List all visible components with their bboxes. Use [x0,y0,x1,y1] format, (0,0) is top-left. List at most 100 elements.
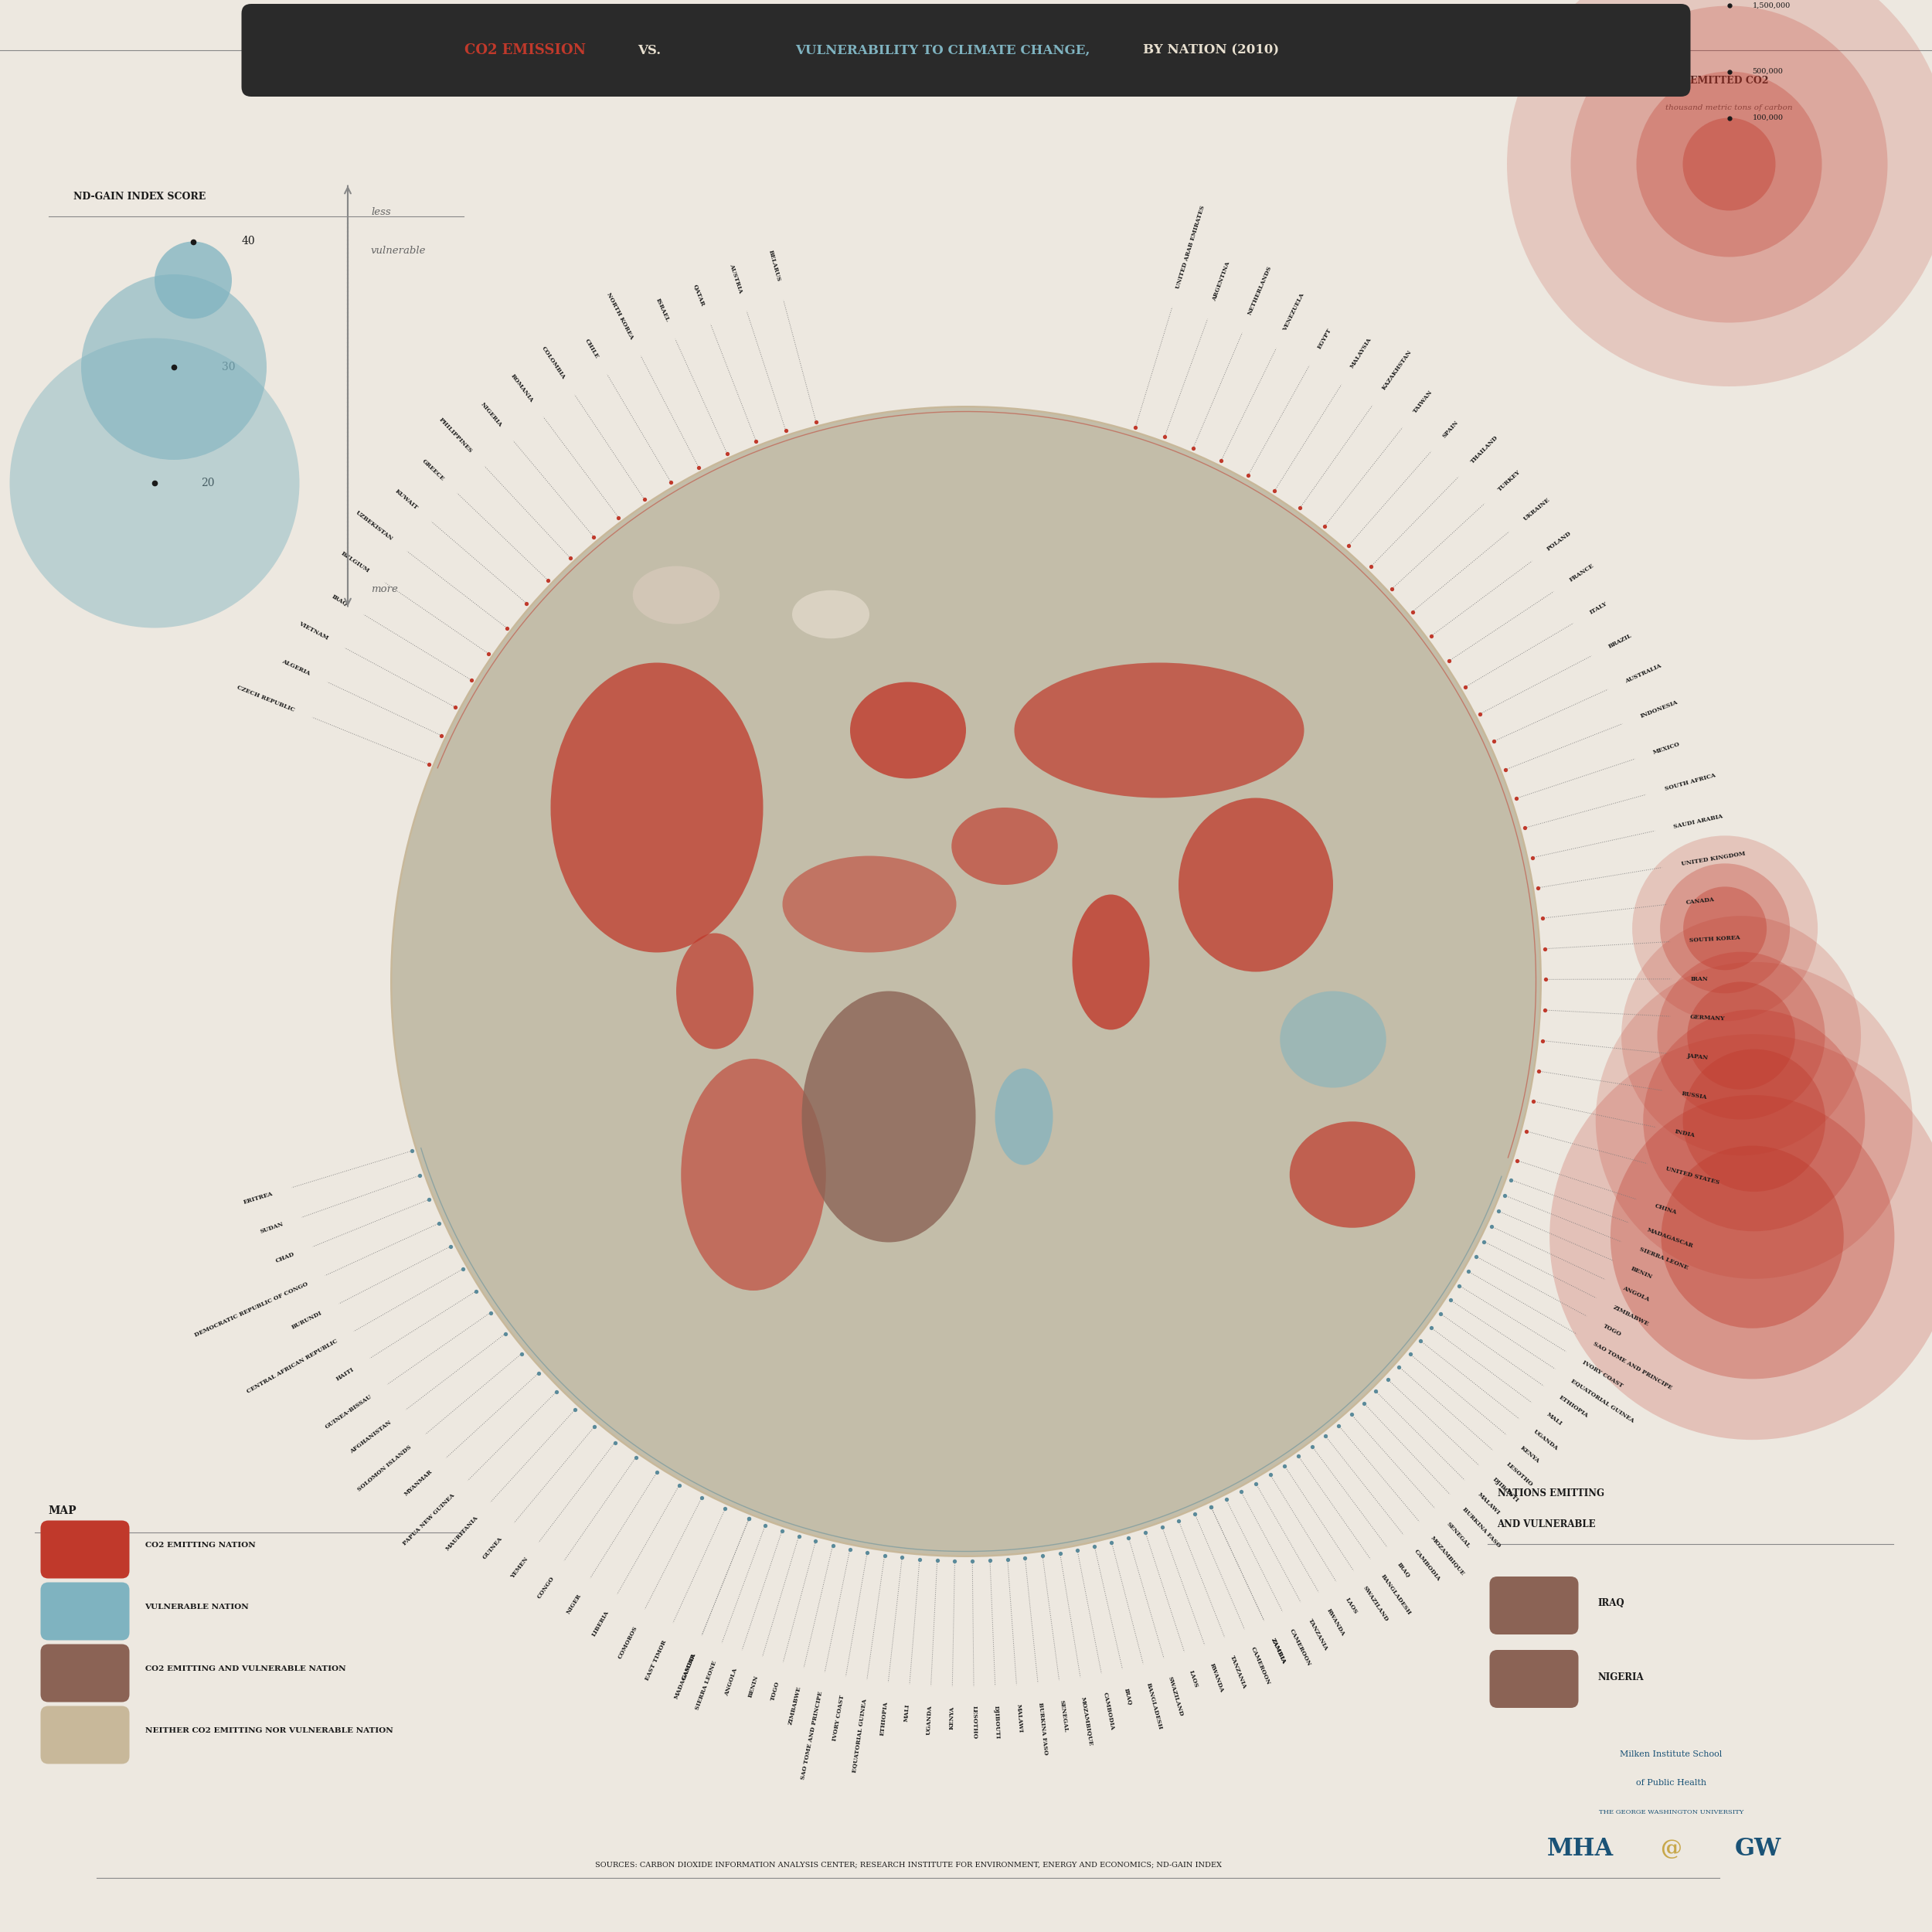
Text: INDONESIA: INDONESIA [1638,699,1679,719]
Text: THE GEORGE WASHINGTON UNIVERSITY: THE GEORGE WASHINGTON UNIVERSITY [1600,1808,1743,1816]
Text: BURUNDI: BURUNDI [290,1310,323,1331]
Text: ND-GAIN INDEX SCORE: ND-GAIN INDEX SCORE [73,191,207,203]
Text: less: less [371,207,390,218]
Text: MALAWI: MALAWI [1014,1704,1024,1733]
Text: SAO TOME AND PRINCIPE: SAO TOME AND PRINCIPE [800,1690,823,1779]
Circle shape [1507,0,1932,386]
Text: MOZAMBIQUE: MOZAMBIQUE [1430,1534,1466,1577]
Text: CZECH REPUBLIC: CZECH REPUBLIC [236,684,296,713]
Text: SOUTH AFRICA: SOUTH AFRICA [1663,773,1716,792]
Text: AUSTRALIA: AUSTRALIA [1625,663,1663,684]
Text: GW: GW [1735,1837,1781,1861]
Text: MALI: MALI [904,1704,912,1721]
Ellipse shape [1291,1121,1414,1229]
Text: BANGLADESH: BANGLADESH [1146,1683,1163,1731]
Text: BELGIUM: BELGIUM [340,551,371,574]
Text: VIETNAM: VIETNAM [298,620,328,641]
Text: SOUTH KOREA: SOUTH KOREA [1689,935,1741,943]
Text: SUDAN: SUDAN [259,1221,284,1235]
Text: CHAD: CHAD [274,1252,296,1264]
Text: GAMBIA: GAMBIA [682,1652,697,1681]
Text: BURKINA FASO: BURKINA FASO [1461,1507,1501,1549]
Text: TAIWAN: TAIWAN [1412,388,1434,413]
Text: CO2 EMITTING NATION: CO2 EMITTING NATION [145,1542,255,1549]
Text: NETHERLANDS: NETHERLANDS [1246,265,1273,317]
Circle shape [1571,6,1888,323]
Text: IRAQ: IRAQ [330,593,350,607]
Ellipse shape [676,933,753,1049]
Text: SENEGAL: SENEGAL [1059,1700,1068,1733]
Text: UGANDA: UGANDA [925,1704,933,1735]
Text: ZAMBIA: ZAMBIA [1269,1636,1287,1665]
Ellipse shape [1072,895,1150,1030]
Text: HAITI: HAITI [334,1366,355,1381]
Text: CHILE: CHILE [583,338,601,359]
Circle shape [155,242,232,319]
Text: GREECE: GREECE [421,458,446,481]
Text: ANGOLA: ANGOLA [1621,1285,1650,1302]
Text: CAMBODIA: CAMBODIA [1412,1548,1441,1582]
Ellipse shape [995,1068,1053,1165]
Ellipse shape [792,591,869,638]
Text: QATAR: QATAR [692,284,707,307]
Text: KUWAIT: KUWAIT [394,489,419,512]
Text: NEITHER CO2 EMITTING NOR VULNERABLE NATION: NEITHER CO2 EMITTING NOR VULNERABLE NATI… [145,1727,392,1735]
Text: MAP: MAP [48,1505,77,1517]
Text: PHILIPPINES: PHILIPPINES [439,417,473,454]
Text: ETHIOPIA: ETHIOPIA [1557,1395,1590,1420]
Text: AUSTRIA: AUSTRIA [728,263,744,294]
Text: ANGOLA: ANGOLA [724,1667,738,1696]
Text: UGANDA: UGANDA [1532,1428,1559,1451]
Text: TURKEY: TURKEY [1497,469,1522,493]
FancyBboxPatch shape [41,1644,129,1702]
Text: ROMANIA: ROMANIA [508,373,535,404]
Circle shape [1662,1146,1843,1329]
Text: VENEZUELA: VENEZUELA [1283,292,1306,332]
Text: NIGER: NIGER [566,1592,583,1615]
Circle shape [1683,887,1766,970]
Text: UKRAINE: UKRAINE [1522,497,1551,522]
Text: 100,000: 100,000 [1752,114,1783,122]
Text: SPAIN: SPAIN [1441,419,1461,439]
Text: LIBERIA: LIBERIA [591,1609,611,1638]
Text: CHINA: CHINA [1654,1202,1677,1215]
Text: SAUDI ARABIA: SAUDI ARABIA [1673,813,1723,829]
Text: BANGLADESH: BANGLADESH [1379,1573,1412,1617]
Text: CAMEROON: CAMEROON [1289,1627,1312,1667]
Text: TOGO: TOGO [1602,1323,1623,1337]
Text: MADAGASCAR: MADAGASCAR [674,1652,697,1700]
Text: CENTRAL AFRICAN REPUBLIC: CENTRAL AFRICAN REPUBLIC [245,1339,338,1395]
Text: IRAQ: IRAQ [1598,1598,1625,1609]
Text: BRAZIL: BRAZIL [1607,632,1633,649]
Text: VULNERABILITY TO CLIMATE CHANGE,: VULNERABILITY TO CLIMATE CHANGE, [796,44,1090,56]
Text: NATIONS EMITTING: NATIONS EMITTING [1497,1488,1604,1499]
Circle shape [1611,1095,1895,1379]
Circle shape [1683,118,1776,211]
Text: vulnerable: vulnerable [371,245,427,257]
Text: THAILAND: THAILAND [1470,435,1499,466]
Text: LAOS: LAOS [1188,1669,1200,1689]
Text: TANZANIA: TANZANIA [1308,1617,1329,1652]
Text: 20: 20 [201,477,214,489]
Text: LAOS: LAOS [1345,1596,1358,1615]
Text: UNITED KINGDOM: UNITED KINGDOM [1681,850,1745,867]
Ellipse shape [682,1059,827,1291]
Text: UNITED STATES: UNITED STATES [1665,1165,1719,1186]
Text: MEXICO: MEXICO [1652,740,1681,755]
Circle shape [1687,981,1795,1090]
Text: SWAZILAND: SWAZILAND [1362,1584,1389,1623]
Circle shape [81,274,267,460]
Ellipse shape [802,991,976,1242]
Text: UNITED ARAB EMIRATES: UNITED ARAB EMIRATES [1175,205,1206,290]
Ellipse shape [1014,663,1304,798]
Circle shape [1621,916,1861,1155]
Text: DJIBOUTI: DJIBOUTI [1492,1476,1519,1503]
Text: FRANCE: FRANCE [1569,562,1596,583]
Text: AND VULNERABLE: AND VULNERABLE [1497,1519,1596,1530]
FancyBboxPatch shape [1490,1577,1578,1634]
Circle shape [1644,1010,1864,1231]
Text: CANADA: CANADA [1687,896,1716,906]
Text: MALI: MALI [1546,1412,1563,1428]
Text: MYANMAR: MYANMAR [404,1468,435,1497]
Text: MOZAMBIQUE: MOZAMBIQUE [1080,1696,1095,1747]
